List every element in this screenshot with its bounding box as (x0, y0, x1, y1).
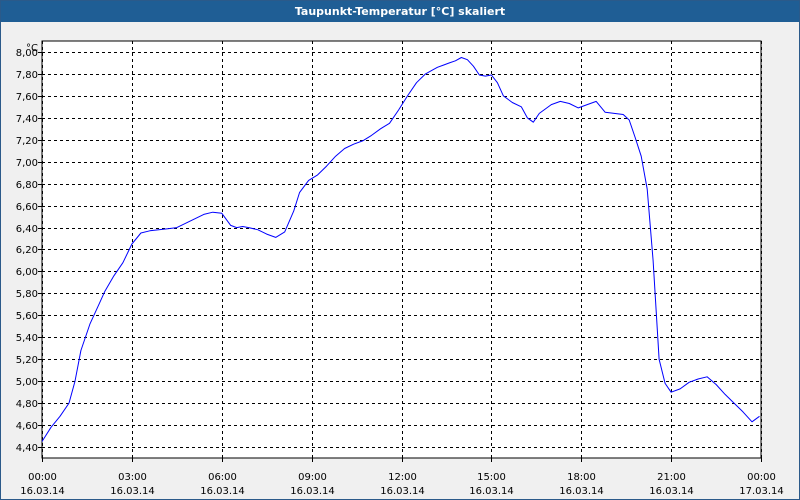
x-tick-time-label: 00:00 (747, 472, 776, 483)
y-tick-label: 8,00 (16, 48, 38, 59)
y-tick-label: 7,40 (16, 114, 38, 125)
y-tick-label: 6,60 (16, 202, 38, 213)
y-tick-label: 6,40 (16, 224, 38, 235)
window-title: Taupunkt-Temperatur [°C] skaliert (1, 1, 799, 22)
dew-point-chart: 4,40 4,60 4,80 5,00 5,20 5,40 5,60 5,80 6,00 6,20… (16, 40, 784, 497)
y-tick-label: 4,80 (16, 399, 38, 410)
y-tick-label: 4,40 (16, 443, 38, 454)
y-tick-label: 5,40 (16, 333, 38, 344)
y-tick-label: 7,20 (16, 136, 38, 147)
x-tick-date-label: 16.03.14 (649, 486, 694, 497)
y-tick-label: 7,80 (16, 70, 38, 81)
y-tick-label: 5,20 (16, 355, 38, 366)
plot-area (41, 40, 762, 459)
x-tick-date-label: 16.03.14 (559, 486, 604, 497)
y-tick-label: 5,80 (16, 289, 38, 300)
series-line (41, 57, 760, 442)
x-tick-time-label: 09:00 (298, 472, 327, 483)
x-tick-date-label: 16.03.14 (20, 486, 65, 497)
plot-border (41, 40, 762, 459)
y-tick-label: 6,80 (16, 180, 38, 191)
x-tick-date-label: 16.03.14 (110, 486, 155, 497)
x-tick-date-label: 16.03.14 (200, 486, 245, 497)
y-unit-label: °C (26, 43, 38, 54)
x-tick-time-label: 03:00 (118, 472, 147, 483)
x-tick-time-label: 18:00 (567, 472, 596, 483)
x-tick-time-label: 21:00 (657, 472, 686, 483)
x-tick-time-label: 12:00 (388, 472, 417, 483)
y-tick-label: 4,60 (16, 421, 38, 432)
y-tick-label: 6,20 (16, 245, 38, 256)
x-tick-date-label: 17.03.14 (739, 486, 784, 497)
y-tick-label: 5,60 (16, 311, 38, 322)
x-tick-date-label: 16.03.14 (469, 486, 514, 497)
x-tick-date-label: 16.03.14 (380, 486, 425, 497)
x-tick-date-label: 16.03.14 (290, 486, 335, 497)
y-tick-label: 7,00 (16, 158, 38, 169)
y-tick-label: 5,00 (16, 377, 38, 388)
y-tick-label: 6,00 (16, 267, 38, 278)
x-tick-time-label: 15:00 (477, 472, 506, 483)
x-tick-time-label: 06:00 (208, 472, 237, 483)
x-tick-time-label: 00:00 (28, 472, 57, 483)
y-tick-label: 7,60 (16, 92, 38, 103)
